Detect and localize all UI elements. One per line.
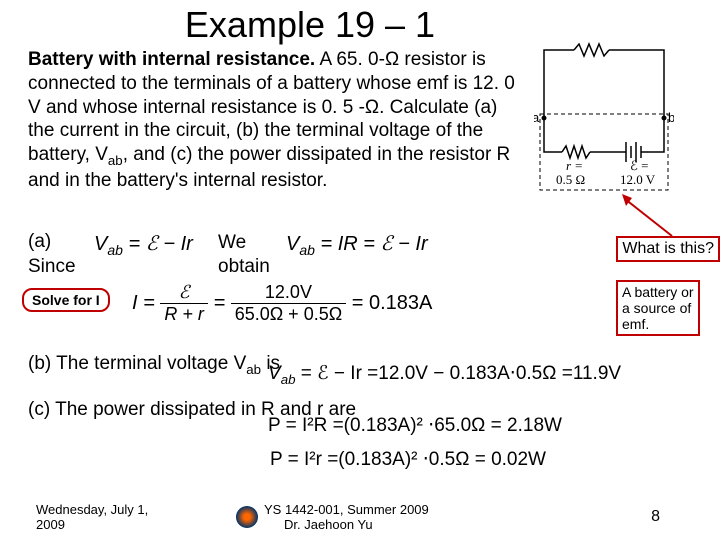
problem-sub1: ab (108, 153, 123, 168)
frac2-den: 65.0Ω + 0.5Ω (231, 304, 346, 325)
problem-bold: Battery with internal resistance. (28, 49, 315, 70)
frac1-num: ℰ (160, 282, 208, 304)
eq-vab3-rhs: = ℰ − Ir =12.0V − 0.183A⋅0.5Ω =11.9V (295, 363, 621, 384)
svg-text:r =: r = (566, 158, 583, 173)
eq-p2-text: P = I²r =(0.183A)² ⋅0.5Ω = 0.02W (270, 449, 546, 470)
university-logo-icon (236, 506, 258, 528)
frac1: ℰR + r (160, 282, 208, 325)
eq-vab2-rhs: = IR = ℰ − Ir (315, 233, 428, 255)
footer-course1: YS 1442-001, Summer 2009 (264, 502, 429, 517)
footer-date: Wednesday, July 1, 2009 (36, 502, 148, 532)
eq-vab2-sub: ab (299, 242, 315, 258)
equation-terminal-voltage: Vab = ℰ − Ir =12.0V − 0.183A⋅0.5Ω =11.9V (268, 362, 621, 387)
eq-i-rhs: = 0.183A (352, 292, 433, 314)
svg-text:ℰ =: ℰ = (630, 158, 648, 173)
footer-course2: Dr. Jaehoon Yu (264, 517, 373, 532)
footer-date2: 2009 (36, 517, 65, 532)
eq-i-lhs: I = (132, 292, 160, 314)
frac2: 12.0V65.0Ω + 0.5Ω (231, 282, 346, 325)
footer-date1: Wednesday, July 1, (36, 502, 148, 517)
equation-vab-ir: Vab = IR = ℰ − Ir (286, 231, 428, 258)
svg-text:R = 65.0 Ω: R = 65.0 Ω (601, 40, 661, 41)
since-label: Since (28, 256, 76, 278)
svg-text:b: b (668, 110, 674, 125)
eq-p1-text: P = I²R =(0.183A)² ⋅65.0Ω = 2.18W (268, 415, 562, 436)
eq-vab-v: V (94, 233, 107, 255)
battery-note-box: A battery or a source of emf. (616, 280, 700, 336)
equation-vab: Vab = ℰ − Ir (94, 231, 193, 258)
frac2-num: 12.0V (231, 282, 346, 304)
we-text: We (218, 232, 246, 253)
page-number: 8 (651, 508, 660, 526)
problem-statement: Battery with internal resistance. A 65. … (28, 48, 528, 193)
equation-current: I = ℰR + r = 12.0V65.0Ω + 0.5Ω = 0.183A (132, 282, 432, 325)
footer-course: YS 1442-001, Summer 2009 Dr. Jaehoon Yu (236, 502, 429, 532)
svg-text:a: a (534, 110, 540, 125)
what-is-this-box: What is this? (616, 236, 720, 262)
svg-text:0.5 Ω: 0.5 Ω (556, 172, 585, 187)
eq-vab2-v: V (286, 233, 299, 255)
eq-vab3-sub: ab (281, 372, 296, 387)
part-b-text: (b) The terminal voltage Vab is (28, 352, 280, 378)
part-a-label: (a) (28, 231, 51, 253)
solve-for-i-box: Solve for I (22, 288, 110, 312)
equation-power-r: P = I²r =(0.183A)² ⋅0.5Ω = 0.02W (270, 448, 546, 471)
part-b-sub: ab (246, 362, 261, 377)
eq-i-mid: = (213, 292, 230, 314)
eq-vab-sub: ab (107, 242, 123, 258)
part-b-t1: (b) The terminal voltage V (28, 353, 246, 374)
svg-text:12.0 V: 12.0 V (620, 172, 656, 187)
eq-vab3-v: V (268, 363, 281, 384)
we-obtain: We obtain (218, 231, 270, 279)
obtain-text: obtain (218, 256, 270, 277)
frac1-den: R + r (160, 304, 208, 325)
eq-vab-rhs: = ℰ − Ir (123, 233, 193, 255)
equation-power-R: P = I²R =(0.183A)² ⋅65.0Ω = 2.18W (268, 414, 562, 437)
